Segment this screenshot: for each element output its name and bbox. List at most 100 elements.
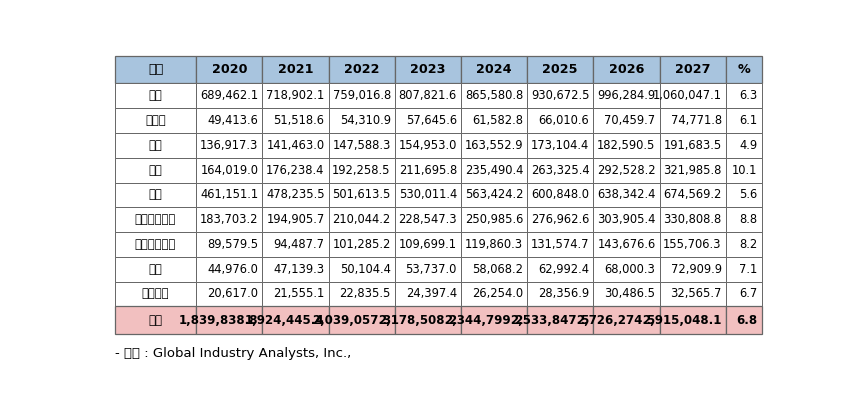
Bar [528,83,593,108]
Bar [726,83,762,108]
Text: 캐나다: 캐나다 [145,114,166,127]
Bar [262,108,328,133]
Bar [593,83,659,108]
Bar [593,207,659,232]
Text: 501,613.5: 501,613.5 [333,188,391,201]
Bar [461,108,528,133]
Bar [659,158,726,182]
Text: 61,582.8: 61,582.8 [472,114,523,127]
Bar [726,282,762,306]
Bar [395,158,461,182]
Bar [115,158,196,182]
Bar [395,232,461,257]
Text: 865,580.8: 865,580.8 [465,89,523,102]
Bar [395,282,461,306]
Text: 30,486.5: 30,486.5 [604,287,656,300]
Text: 21,555.1: 21,555.1 [274,287,325,300]
Bar [726,207,762,232]
Text: 라틴아메리카: 라틴아메리카 [135,238,176,251]
Bar [115,306,196,334]
Text: 1,060,047.1: 1,060,047.1 [652,89,722,102]
Bar [328,257,395,282]
Bar [726,182,762,207]
Bar [593,282,659,306]
Bar [528,55,593,83]
Bar [461,232,528,257]
Bar [115,133,196,158]
Bar [461,55,528,83]
Bar [196,133,262,158]
Text: 8.8: 8.8 [740,213,758,226]
Text: 759,016.8: 759,016.8 [333,89,391,102]
Bar [659,232,726,257]
Text: 미국: 미국 [149,89,162,102]
Bar [328,306,395,334]
Text: 461,151.1: 461,151.1 [200,188,258,201]
Text: 1,839,838.8: 1,839,838.8 [179,314,258,327]
Text: 689,462.1: 689,462.1 [200,89,258,102]
Text: 478,235.5: 478,235.5 [266,188,325,201]
Text: 20,617.0: 20,617.0 [208,287,258,300]
Text: 2024: 2024 [476,63,512,76]
Text: 89,579.5: 89,579.5 [207,238,258,251]
Text: 250,985.6: 250,985.6 [465,213,523,226]
Text: 51,518.6: 51,518.6 [274,114,325,127]
Bar [461,182,528,207]
Text: 176,238.4: 176,238.4 [266,164,325,177]
Text: 321,985.8: 321,985.8 [663,164,722,177]
Text: 2021: 2021 [278,63,313,76]
Bar [593,55,659,83]
Bar [593,232,659,257]
Bar [115,282,196,306]
Text: 718,902.1: 718,902.1 [267,89,325,102]
Bar [461,257,528,282]
Bar [328,133,395,158]
Bar [528,232,593,257]
Text: 101,285.2: 101,285.2 [333,238,391,251]
Text: 유럽: 유럽 [149,188,162,201]
Bar [328,55,395,83]
Bar [115,207,196,232]
Bar [395,207,461,232]
Bar [461,207,528,232]
Bar [726,158,762,182]
Bar [395,133,461,158]
Bar [115,55,196,83]
Bar [593,306,659,334]
Text: 930,672.5: 930,672.5 [531,89,589,102]
Text: 70,459.7: 70,459.7 [604,114,656,127]
Bar [196,182,262,207]
Text: 94,487.7: 94,487.7 [274,238,325,251]
Text: 44,976.0: 44,976.0 [208,263,258,276]
Text: 109,699.1: 109,699.1 [399,238,457,251]
Bar [196,158,262,182]
Bar [262,158,328,182]
Text: 600,848.0: 600,848.0 [531,188,589,201]
Bar [593,257,659,282]
Text: 136,917.3: 136,917.3 [200,139,258,152]
Text: 155,706.3: 155,706.3 [663,238,722,251]
Bar [528,133,593,158]
Bar [593,133,659,158]
Bar [395,306,461,334]
Bar [593,108,659,133]
Text: 28,356.9: 28,356.9 [538,287,589,300]
Bar [461,306,528,334]
Text: 147,588.3: 147,588.3 [333,139,391,152]
Bar [328,182,395,207]
Bar [328,108,395,133]
Bar [196,55,262,83]
Text: 7.1: 7.1 [740,263,758,276]
Text: 6.3: 6.3 [740,89,758,102]
Bar [659,55,726,83]
Bar [262,232,328,257]
Bar [328,158,395,182]
Text: 141,463.0: 141,463.0 [267,139,325,152]
Text: 163,552.9: 163,552.9 [464,139,523,152]
Bar [262,55,328,83]
Text: 2027: 2027 [675,63,711,76]
Text: %: % [737,63,750,76]
Bar [726,55,762,83]
Bar [659,282,726,306]
Bar [328,207,395,232]
